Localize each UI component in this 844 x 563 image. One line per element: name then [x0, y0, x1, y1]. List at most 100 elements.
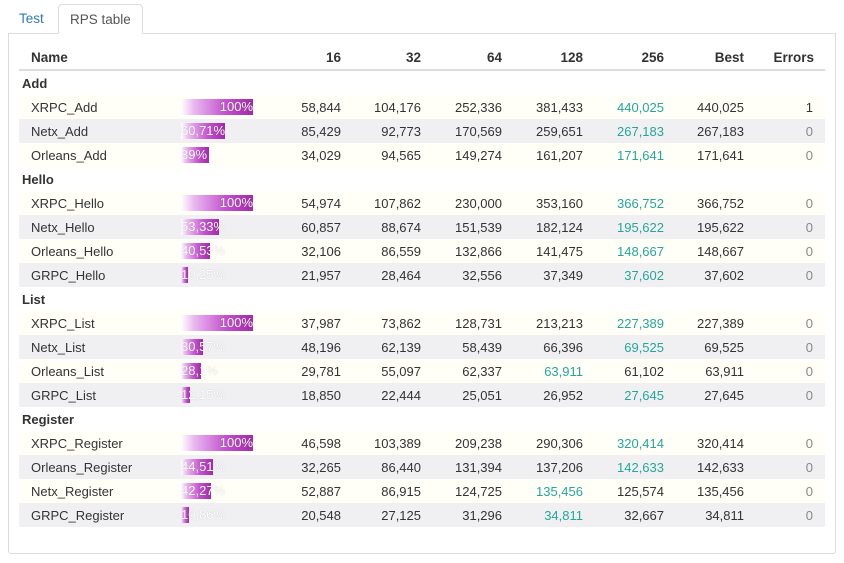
- relative-bar-cell: 53,33%: [180, 215, 270, 239]
- column-header-errors[interactable]: Errors: [755, 45, 825, 71]
- column-header-64[interactable]: 64: [432, 45, 513, 71]
- cell-errors: 0: [755, 239, 825, 263]
- relative-bar-label: 10,86%: [181, 507, 226, 522]
- cell-v32: 73,862: [352, 311, 432, 335]
- relative-bar-fill: [181, 435, 253, 451]
- relative-bar: 53,33%: [181, 219, 253, 235]
- row-name: Netx_Register: [19, 479, 180, 503]
- cell-errors: 0: [755, 263, 825, 287]
- cell-v256: 366,752: [594, 191, 675, 215]
- cell-errors: 0: [755, 431, 825, 455]
- cell-errors: 0: [755, 215, 825, 239]
- relative-bar-cell: 60,71%: [180, 119, 270, 143]
- cell-best: 366,752: [675, 191, 755, 215]
- cell-v64: 124,725: [432, 479, 513, 503]
- relative-bar-label: 44,51%: [181, 459, 226, 474]
- cell-v128: 353,160: [513, 191, 594, 215]
- rps-table: Name 16 32 64 128 256 Best Errors Add XRP…: [19, 45, 825, 527]
- cell-errors: 0: [755, 359, 825, 383]
- relative-bar: 42,27%: [181, 483, 253, 499]
- cell-errors: 0: [755, 119, 825, 143]
- relative-bar: 40,53%: [181, 243, 253, 259]
- column-header-32[interactable]: 32: [352, 45, 432, 71]
- cell-v256: 37,602: [594, 263, 675, 287]
- cell-v16: 18,850: [270, 383, 352, 407]
- relative-bar-cell: 44,51%: [180, 455, 270, 479]
- table-row: Orleans_Register 44,51% 32,265 86,440 131,39…: [19, 455, 825, 479]
- cell-v16: 60,857: [270, 215, 352, 239]
- cell-errors: 0: [755, 335, 825, 359]
- cell-best: 195,622: [675, 215, 755, 239]
- relative-bar-label: 42,27%: [181, 483, 226, 498]
- table-row: GRPC_List 12,15% 18,850 22,444 25,051 26,952 2…: [19, 383, 825, 407]
- column-header-256[interactable]: 256: [594, 45, 675, 71]
- cell-v256: 69,525: [594, 335, 675, 359]
- cell-errors: 0: [755, 143, 825, 167]
- cell-v128: 66,396: [513, 335, 594, 359]
- relative-bar-cell: 28,1%: [180, 359, 270, 383]
- cell-v64: 149,274: [432, 143, 513, 167]
- cell-v16: 32,106: [270, 239, 352, 263]
- cell-v128: 259,651: [513, 119, 594, 143]
- cell-v16: 54,974: [270, 191, 352, 215]
- relative-bar-cell: 10,25%: [180, 263, 270, 287]
- column-header-name[interactable]: Name: [19, 45, 180, 71]
- relative-bar-label: 12,15%: [181, 387, 226, 402]
- relative-bar-label: 60,71%: [181, 123, 226, 138]
- relative-bar-fill: [181, 147, 210, 163]
- table-row: Netx_Add 60,71% 85,429 92,773 170,569 259,651…: [19, 119, 825, 143]
- cell-v16: 21,957: [270, 263, 352, 287]
- relative-bar-cell: 30,57%: [180, 335, 270, 359]
- relative-bar: 60,71%: [181, 123, 253, 139]
- cell-v256: 267,183: [594, 119, 675, 143]
- column-header-best[interactable]: Best: [675, 45, 755, 71]
- table-body: Add XRPC_Add 100% 58,844 104,176 252,336 381,4…: [19, 70, 825, 527]
- cell-v256: 227,389: [594, 311, 675, 335]
- cell-v64: 58,439: [432, 335, 513, 359]
- row-name: XRPC_Register: [19, 431, 180, 455]
- cell-v64: 62,337: [432, 359, 513, 383]
- cell-v64: 170,569: [432, 119, 513, 143]
- relative-bar-cell: 100%: [180, 191, 270, 215]
- relative-bar: 12,15%: [181, 387, 253, 403]
- cell-v256: 142,633: [594, 455, 675, 479]
- relative-bar-fill: [181, 243, 211, 259]
- relative-bar: 28,1%: [181, 363, 253, 379]
- column-header-128[interactable]: 128: [513, 45, 594, 71]
- relative-bar-fill: [181, 339, 203, 355]
- cell-errors: 0: [755, 503, 825, 527]
- row-name: XRPC_List: [19, 311, 180, 335]
- cell-v256: 320,414: [594, 431, 675, 455]
- cell-v16: 32,265: [270, 455, 352, 479]
- cell-v32: 103,389: [352, 431, 432, 455]
- tab-rps-table[interactable]: RPS table: [58, 4, 143, 34]
- row-name: GRPC_Register: [19, 503, 180, 527]
- table-row: Orleans_List 28,1% 29,781 55,097 62,337 63,91…: [19, 359, 825, 383]
- cell-v32: 107,862: [352, 191, 432, 215]
- relative-bar-label: 39%: [181, 147, 208, 162]
- table-row: Netx_Register 42,27% 52,887 86,915 124,725 13…: [19, 479, 825, 503]
- tab-test[interactable]: Test: [19, 11, 44, 26]
- relative-bar-fill: [181, 123, 225, 139]
- cell-best: 37,602: [675, 263, 755, 287]
- cell-v64: 230,000: [432, 191, 513, 215]
- cell-best: 227,389: [675, 311, 755, 335]
- cell-best: 320,414: [675, 431, 755, 455]
- cell-v32: 94,565: [352, 143, 432, 167]
- row-name: XRPC_Hello: [19, 191, 180, 215]
- cell-v256: 148,667: [594, 239, 675, 263]
- cell-v32: 92,773: [352, 119, 432, 143]
- cell-v128: 34,811: [513, 503, 594, 527]
- cell-best: 69,525: [675, 335, 755, 359]
- cell-v16: 34,029: [270, 143, 352, 167]
- cell-v64: 131,394: [432, 455, 513, 479]
- column-header-16[interactable]: 16: [270, 45, 352, 71]
- row-name: GRPC_Hello: [19, 263, 180, 287]
- cell-v128: 63,911: [513, 359, 594, 383]
- relative-bar: 100%: [181, 435, 253, 451]
- relative-bar-fill: [181, 99, 253, 115]
- relative-bar: 100%: [181, 99, 253, 115]
- relative-bar-fill: [181, 267, 189, 283]
- relative-bar-label: 53,33%: [181, 219, 226, 234]
- table-row: Orleans_Hello 40,53% 32,106 86,559 132,866 14…: [19, 239, 825, 263]
